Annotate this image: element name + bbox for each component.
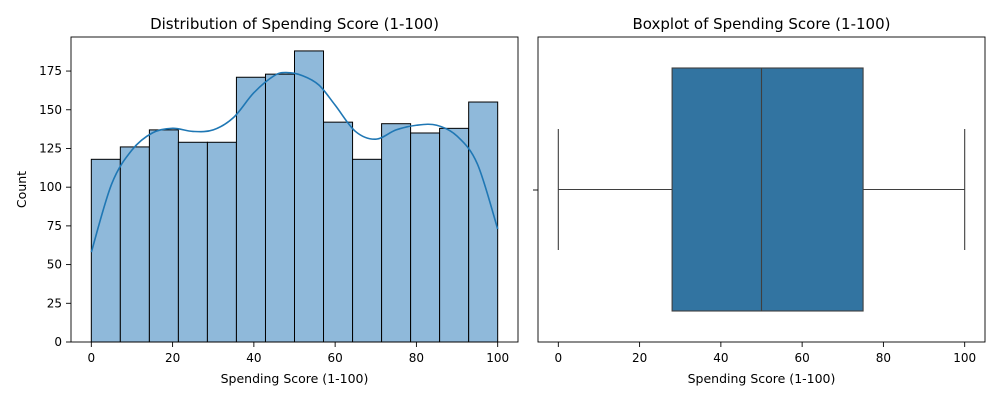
x-tick-label: 60 [794,351,809,365]
y-tick-label: 75 [47,219,62,233]
x-tick-label: 60 [327,351,342,365]
x-tick-label: 20 [632,351,647,365]
histogram-bar [323,121,354,343]
boxplot-x-ticks: 0 20 40 60 80 100 [554,342,976,365]
y-tick-label: 175 [39,64,62,78]
kde-line [90,71,499,253]
histogram-bar [381,123,412,343]
histogram-bar [90,158,121,343]
x-tick-label: 40 [246,351,261,365]
histogram-bar [468,101,499,343]
y-tick-label: 25 [47,296,62,310]
histogram-axes-frame [70,36,519,343]
histogram-bar [352,158,383,343]
y-tick-label: 0 [54,335,62,349]
histogram-bar [148,129,179,343]
histogram-bar [206,141,237,343]
y-tick-label: 125 [39,141,62,155]
histogram-y-ticks: 0 25 50 75 100 125 150 175 [39,64,71,349]
x-tick-label: 0 [87,351,95,365]
histogram-bar [294,50,325,343]
x-tick-label: 80 [409,351,424,365]
x-tick-label: 100 [486,351,509,365]
histogram-x-ticks: 0 20 40 60 80 100 [87,342,509,365]
histogram-panel: 0 20 40 60 80 100 0 25 50 75 100 125 150 175 Distrib… [14,15,519,386]
histogram-title: Distribution of Spending Score (1-100) [150,15,439,33]
interquartile-box [671,67,864,312]
histogram-bar [439,127,470,343]
histogram-bar [264,73,295,343]
y-tick-label: 150 [39,103,62,117]
x-tick-label: 100 [953,351,976,365]
x-tick-label: 80 [876,351,891,365]
boxplot [557,67,966,312]
y-tick-label: 50 [47,258,62,272]
x-tick-label: 20 [165,351,180,365]
y-tick-label: 100 [39,180,62,194]
histogram-bar [410,132,441,343]
histogram-bar [119,146,150,343]
boxplot-title: Boxplot of Spending Score (1-100) [633,15,891,33]
x-tick-label: 40 [713,351,728,365]
boxplot-axes-frame [537,36,986,343]
boxplot-panel: 0 20 40 60 80 100 Boxplot of Spending Score (… [533,15,986,386]
boxplot-x-label: Spending Score (1-100) [688,371,836,386]
x-tick-label: 0 [554,351,562,365]
histogram-y-label: Count [14,171,29,208]
histogram-bar [177,141,208,343]
histogram-bars [90,50,499,343]
histogram-bar [235,76,266,343]
histogram-x-label: Spending Score (1-100) [221,371,369,386]
